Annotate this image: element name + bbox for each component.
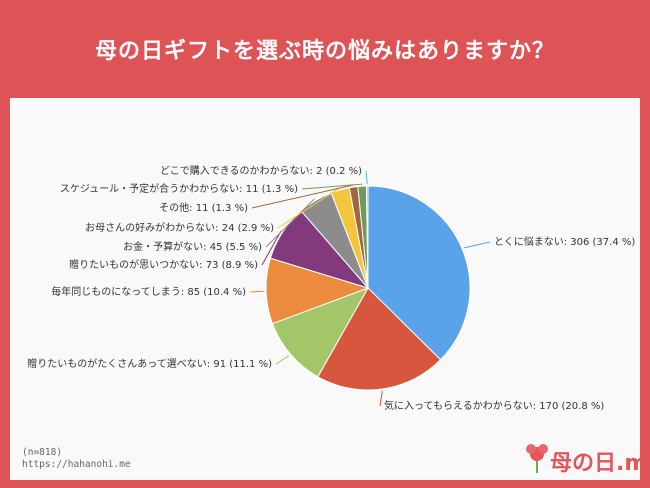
pie-slice: [317, 287, 442, 391]
leader-line: [251, 184, 354, 209]
pie-slice: [365, 185, 369, 289]
carnation-icon: [526, 444, 548, 473]
pie-slice: [271, 287, 370, 378]
slice-label: 毎年同じものになってしまう: 85 (10.4 %): [51, 285, 246, 298]
leader-line: [365, 170, 368, 185]
leader-line: [463, 241, 491, 249]
slice-label: スケジュール・予定が合うかわからない: 11 (1.3 %): [60, 182, 298, 195]
slice-label: お母さんの好みがわからない: 24 (2.9 %): [85, 221, 274, 234]
sample-size-label: (n=818): [22, 447, 62, 458]
slice-label: 気に入ってもらえるかわからない: 170 (20.8 %): [384, 399, 604, 412]
slice-label: 贈りたいものが思いつかない: 73 (8.9 %): [69, 258, 258, 271]
leader-line: [261, 231, 282, 266]
leader-line: [277, 187, 340, 229]
slice-label: とくに悩まない: 306 (37.4 %): [494, 235, 635, 248]
slice-label: その他: 11 (1.3 %): [159, 201, 248, 214]
pie-chart: とくに悩まない: 306 (37.4 %) 気に入ってもらえるかわからない: 17…: [22, 164, 640, 476]
chart-panel: とくに悩まない: 306 (37.4 %) 気に入ってもらえるかわからない: 17…: [10, 98, 640, 480]
chart-title: 母の日ギフトを選ぶ時の悩みはありますか？: [94, 39, 555, 64]
slice-label: お金・予算がない: 45 (5.5 %): [123, 240, 262, 253]
leader-line: [249, 290, 265, 293]
logo-text: 母の日.me: [550, 451, 640, 476]
slice-label: 贈りたいものがたくさんあって選べない: 91 (11.1 %): [27, 357, 272, 370]
source-url[interactable]: https://hahanohi.me: [22, 459, 131, 470]
pie-slice: [367, 185, 471, 361]
logo: 母の日.me: [526, 444, 640, 476]
leader-line: [379, 390, 383, 407]
slice-label: どこで購入できるのかわからない: 2 (0.2 %): [160, 164, 362, 177]
leader-line: [265, 198, 315, 248]
leader-line: [301, 183, 363, 190]
leader-line: [275, 355, 290, 365]
